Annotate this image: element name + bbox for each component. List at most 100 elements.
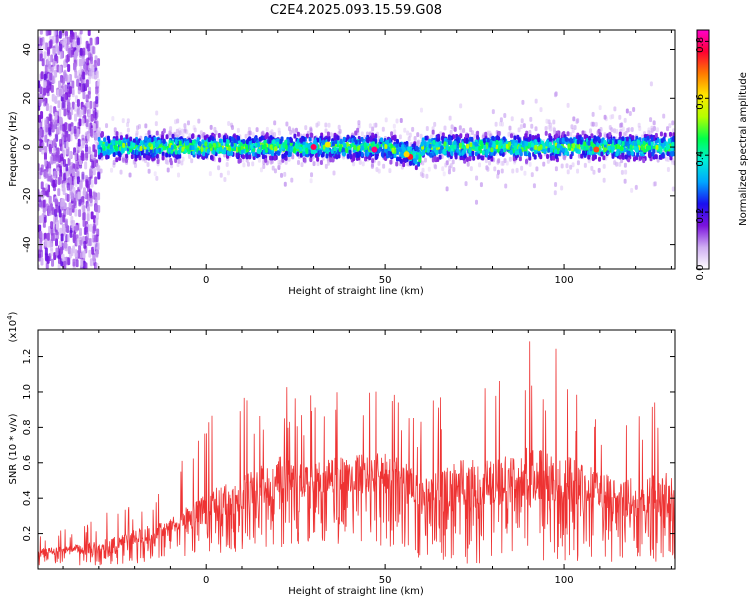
spectrogram-cell (62, 123, 66, 132)
spectrogram-cell (433, 163, 437, 169)
spectrogram-cell (539, 144, 543, 150)
spectrogram-cell (631, 135, 635, 141)
spectrogram-cell (384, 117, 388, 123)
spectrogram-cell (191, 133, 195, 139)
spectrogram-cell (414, 165, 418, 171)
spectrogram-cell (470, 130, 474, 136)
spectrogram-peak (593, 146, 600, 153)
spectrogram-cell (435, 142, 439, 148)
spectrogram-cell (57, 100, 61, 109)
spectrogram-cell (66, 182, 70, 191)
spectrogram-cell (636, 151, 640, 157)
spectrogram-cell (58, 80, 62, 89)
spectrogram-cell (51, 258, 55, 267)
spectrogram-cell (109, 144, 113, 150)
spectrogram-cell (471, 150, 475, 156)
spectrogram-cell (440, 145, 444, 151)
spectrogram-cell (560, 163, 564, 169)
spectrogram-cell (81, 106, 85, 115)
spectrogram-cell (55, 204, 59, 213)
spectrogram-cell (483, 144, 487, 150)
spectrogram-cell (666, 167, 670, 173)
spectrogram-cell (40, 111, 44, 120)
spectrogram-cell (496, 159, 500, 165)
spectrogram-cell (590, 165, 594, 171)
spectrogram-cell (521, 99, 525, 105)
spectrogram-cell (327, 136, 331, 142)
spectrogram-cell (63, 260, 67, 269)
spectrogram-cell (393, 129, 397, 135)
spectrogram-cell (305, 133, 309, 139)
spectrogram-cell (421, 167, 425, 173)
spectrogram-cell (67, 157, 71, 166)
spectrogram-cell (390, 131, 394, 137)
spectrogram-cell (63, 158, 67, 167)
spectrogram-cell (64, 73, 68, 82)
spectrogram-cell (563, 155, 567, 161)
spectrogram-cell (671, 159, 675, 165)
spectrogram-cell (91, 246, 95, 255)
spectrogram-cell (91, 160, 95, 169)
spectrogram-cell (419, 133, 423, 139)
spectrogram-cell (272, 139, 276, 145)
spectrogram-cell (217, 165, 221, 171)
spectrogram-cell (38, 199, 42, 208)
spectrogram-cell (40, 181, 44, 190)
spectrogram-cell (434, 164, 438, 170)
spectrogram-cell (95, 96, 99, 105)
spectrogram-cell (174, 149, 178, 155)
spectrogram-cell (70, 107, 74, 116)
spectrogram-cell (199, 130, 203, 136)
spectrogram-cell (185, 129, 189, 135)
spectrogram-cell (413, 158, 417, 164)
spectrogram-cell (382, 163, 386, 169)
spectrogram-cell (445, 160, 449, 166)
spectrogram-cell (95, 249, 99, 258)
spectrogram-cell (602, 163, 606, 169)
spectrogram-cell (448, 140, 452, 146)
spectrogram-cell (293, 133, 297, 139)
spectrogram-cell (469, 166, 473, 172)
spectrogram-cell (480, 155, 484, 161)
spectrogram-cell (46, 79, 50, 88)
spectrogram-cell (95, 217, 99, 226)
spectrogram-cell (475, 175, 479, 181)
spectrogram-cell (140, 150, 144, 156)
spectrogram-cell (502, 143, 506, 149)
spectrogram-cell (458, 125, 462, 131)
spectrogram-cell (462, 127, 466, 133)
spectrogram-cell (89, 128, 93, 137)
y-tick-label: -40 (22, 236, 33, 252)
spectrogram-cell (436, 133, 440, 139)
spectrogram-cell (637, 122, 641, 128)
spectrogram-cell (79, 181, 83, 190)
spectrogram-cell (46, 255, 50, 264)
spectrogram-cell (165, 152, 169, 158)
spectrogram-cell (268, 138, 272, 144)
spectrogram-cell (387, 150, 391, 156)
spectrogram-cell (134, 162, 138, 168)
spectrogram-cell (515, 167, 519, 173)
spectrogram-cell (59, 117, 63, 126)
spectrogram-cell (309, 126, 313, 132)
spectrogram-cell (360, 131, 364, 137)
spectrogram-cell (511, 168, 515, 174)
spectrogram-cell (45, 103, 49, 112)
spectrogram-cell (68, 151, 72, 160)
spectrogram-cell (435, 149, 439, 155)
spectrogram-cell (602, 155, 606, 161)
spectrogram-cell (671, 120, 675, 126)
spectrogram-cell (304, 125, 308, 131)
spectrogram-cell (441, 135, 445, 141)
spectrogram-cell (54, 111, 58, 120)
spectrogram-cell (240, 145, 244, 151)
spectrogram-cell (268, 149, 272, 155)
spectrogram-cell (517, 137, 521, 143)
spectrogram-cell (230, 150, 234, 156)
spectrogram-cell (85, 152, 89, 161)
spectrogram-cell (633, 141, 637, 147)
spectrogram-cell (335, 154, 339, 160)
spectrogram-cell (486, 137, 490, 143)
spectrogram-cell (296, 131, 300, 137)
spectrogram-cell (46, 88, 50, 97)
